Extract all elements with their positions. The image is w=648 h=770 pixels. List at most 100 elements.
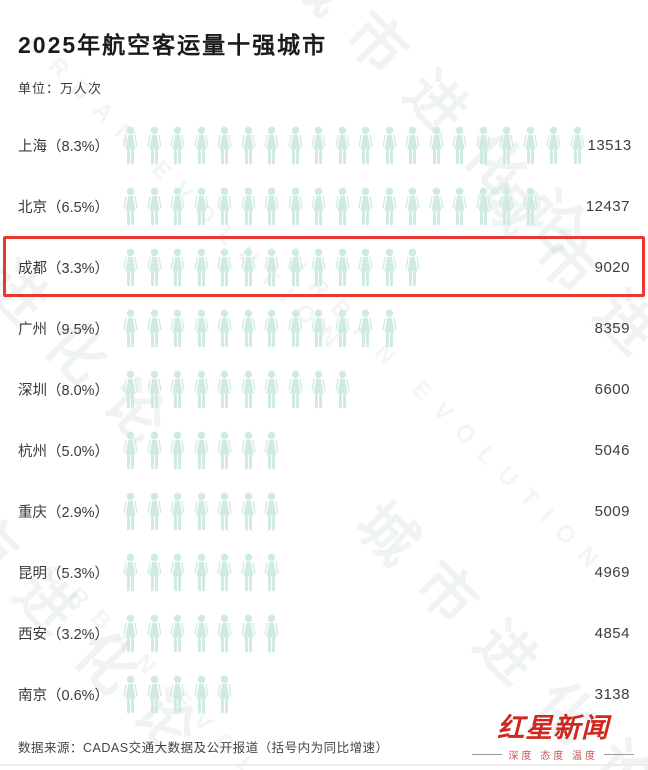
person-icon (170, 248, 185, 286)
person-icon-group (120, 309, 400, 349)
person-icon (499, 126, 514, 164)
value-label: 3138 (594, 686, 630, 703)
person-icon (381, 187, 397, 225)
person-icon (428, 187, 444, 225)
person-icon (475, 187, 491, 225)
person-icon (217, 248, 232, 286)
person-icon (193, 614, 209, 652)
person-icon (358, 248, 373, 286)
person-icon (358, 187, 373, 225)
person-icon (334, 370, 350, 408)
person-icon (123, 309, 138, 347)
person-icon (123, 553, 138, 591)
city-label: 成都（3.3%） (18, 261, 110, 277)
tagline-rule-right (604, 754, 634, 755)
unit-label: 单位：万人次 (18, 81, 103, 96)
person-icon (287, 370, 303, 408)
person-icon (499, 187, 514, 225)
person-icon (240, 309, 256, 347)
person-icon (217, 492, 232, 530)
bottom-divider (0, 764, 648, 766)
value-label: 6600 (594, 381, 630, 398)
person-icon (193, 492, 209, 530)
person-icon (193, 309, 209, 347)
person-icon (123, 126, 138, 164)
person-icon (217, 187, 232, 225)
city-label: 西安（3.2%） (18, 627, 110, 643)
person-icon (240, 370, 256, 408)
city-label: 广州（9.5%） (18, 322, 110, 338)
person-icon (170, 126, 185, 164)
person-icon (522, 187, 538, 225)
person-icon (334, 126, 350, 164)
chart-row: 上海（8.3%） (18, 115, 631, 176)
city-label: 深圳（8.0%） (18, 383, 110, 399)
person-icon (170, 431, 185, 469)
chart-row: 南京（0.6%） (18, 664, 630, 725)
person-icon-group (120, 675, 235, 715)
person-icon (287, 248, 303, 286)
person-icon (381, 126, 397, 164)
data-source-note: 数据来源：CADAS交通大数据及公开报道（括号内为同比增速） (18, 741, 389, 755)
person-icon (170, 553, 185, 591)
person-icon (240, 553, 256, 591)
person-icon (264, 431, 279, 469)
person-icon (217, 675, 232, 713)
person-icon (311, 309, 326, 347)
chart-row: 杭州（5.0%） (18, 420, 630, 481)
person-icon (569, 126, 585, 164)
person-icon (146, 492, 162, 530)
person-icon (522, 126, 538, 164)
person-icon (217, 126, 232, 164)
city-label: 杭州（5.0%） (18, 444, 110, 460)
person-icon-group (120, 431, 282, 471)
person-icon (193, 187, 209, 225)
chart-row: 成都（3.3%） (3, 236, 645, 298)
person-icon-group (120, 248, 423, 288)
person-icon (240, 187, 256, 225)
person-icon (311, 187, 326, 225)
person-icon (217, 553, 232, 591)
person-icon-group (120, 126, 588, 166)
person-icon (311, 248, 326, 286)
value-label: 5009 (594, 503, 630, 520)
person-icon-group (120, 553, 282, 593)
person-icon (217, 614, 232, 652)
person-icon (170, 614, 185, 652)
person-icon (334, 309, 350, 347)
person-icon (381, 248, 397, 286)
city-label: 昆明（5.3%） (18, 566, 110, 582)
person-icon (193, 126, 209, 164)
chart-row: 广州（9.5%） (18, 298, 630, 359)
person-icon (123, 187, 138, 225)
person-icon (264, 553, 279, 591)
person-icon (264, 187, 279, 225)
city-label: 北京（6.5%） (18, 200, 110, 216)
chart-row: 西安（3.2%） (18, 603, 630, 664)
person-icon (217, 370, 232, 408)
person-icon (193, 431, 209, 469)
person-icon (146, 553, 162, 591)
person-icon (146, 431, 162, 469)
person-icon (334, 187, 350, 225)
chart-row: 深圳（8.0%） (18, 359, 630, 420)
logo-tagline: 深度 态度 温度 (472, 747, 634, 762)
person-icon (381, 309, 397, 347)
person-icon (287, 187, 303, 225)
person-icon (264, 248, 279, 286)
person-icon (287, 126, 303, 164)
chart-row: 昆明（5.3%） (18, 542, 630, 603)
person-icon (287, 309, 303, 347)
person-icon (193, 553, 209, 591)
person-icon (193, 370, 209, 408)
person-icon (146, 675, 162, 713)
person-icon (123, 492, 138, 530)
person-icon (123, 431, 138, 469)
person-icon (405, 187, 420, 225)
person-icon (358, 126, 373, 164)
person-icon (146, 248, 162, 286)
person-icon (264, 370, 279, 408)
value-label: 8359 (594, 320, 630, 337)
person-icon (311, 126, 326, 164)
